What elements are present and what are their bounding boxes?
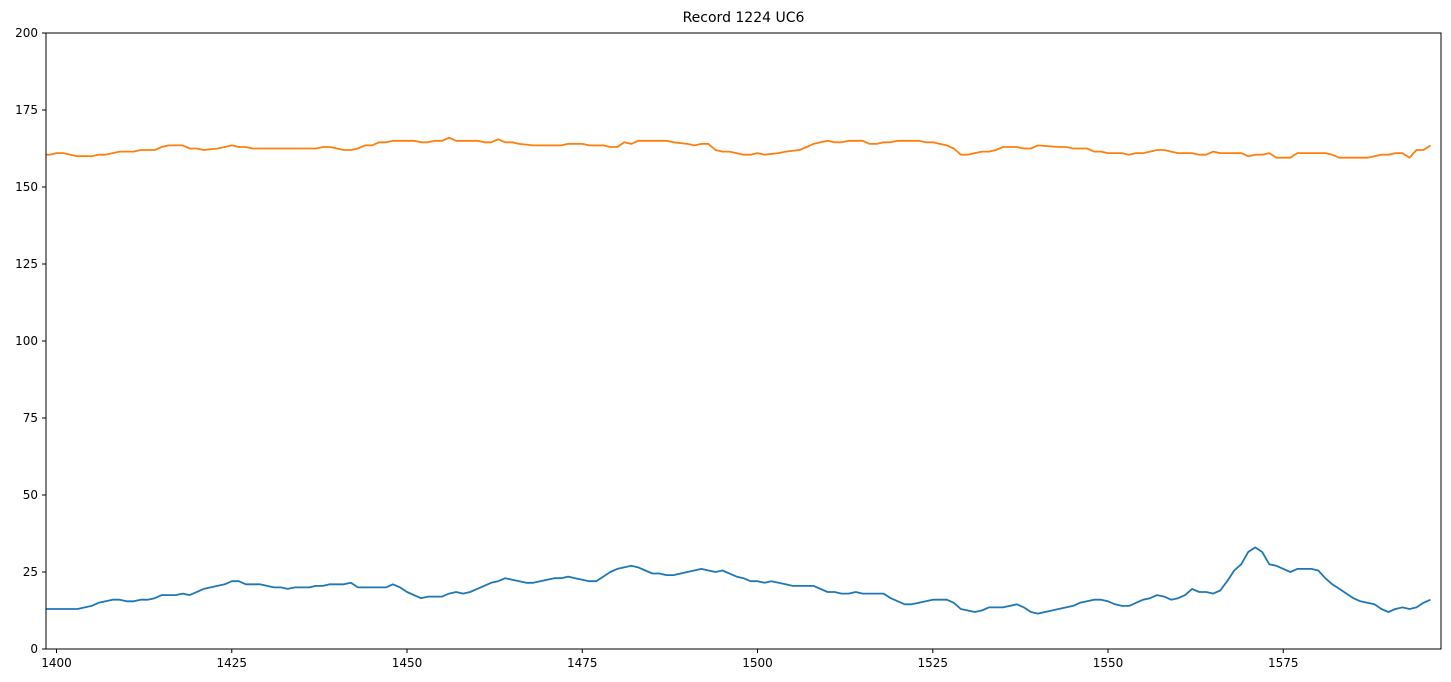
- y-tick-label: 200: [15, 26, 38, 40]
- y-tick-label: 175: [15, 103, 38, 117]
- y-tick-label: 25: [23, 565, 38, 579]
- x-tick-label: 1475: [567, 656, 598, 670]
- x-tick-label: 1550: [1093, 656, 1124, 670]
- y-tick-label: 125: [15, 257, 38, 271]
- axis-ticks-group: 1400 1425 1450 1475 1500 1525 1550 1575 0 25 50 75 1…: [15, 26, 1298, 670]
- x-tick-label: 1400: [41, 656, 72, 670]
- x-tick-label: 1500: [742, 656, 773, 670]
- plot-series-group: [46, 136, 1431, 615]
- series-line-2: [46, 136, 1431, 159]
- y-tick-label: 75: [23, 411, 38, 425]
- x-tick-label: 1525: [917, 656, 948, 670]
- y-tick-label: 150: [15, 180, 38, 194]
- y-tick-label: 0: [30, 642, 38, 656]
- chart-title: Record 1224 UC6: [683, 10, 805, 26]
- series-line-1: [46, 546, 1431, 615]
- y-tick-label: 100: [15, 334, 38, 348]
- x-tick-label: 1575: [1268, 656, 1299, 670]
- y-tick-label: 50: [23, 488, 38, 502]
- x-tick-label: 1425: [216, 656, 247, 670]
- x-tick-label: 1450: [392, 656, 423, 670]
- plot-frame: [45, 32, 1442, 650]
